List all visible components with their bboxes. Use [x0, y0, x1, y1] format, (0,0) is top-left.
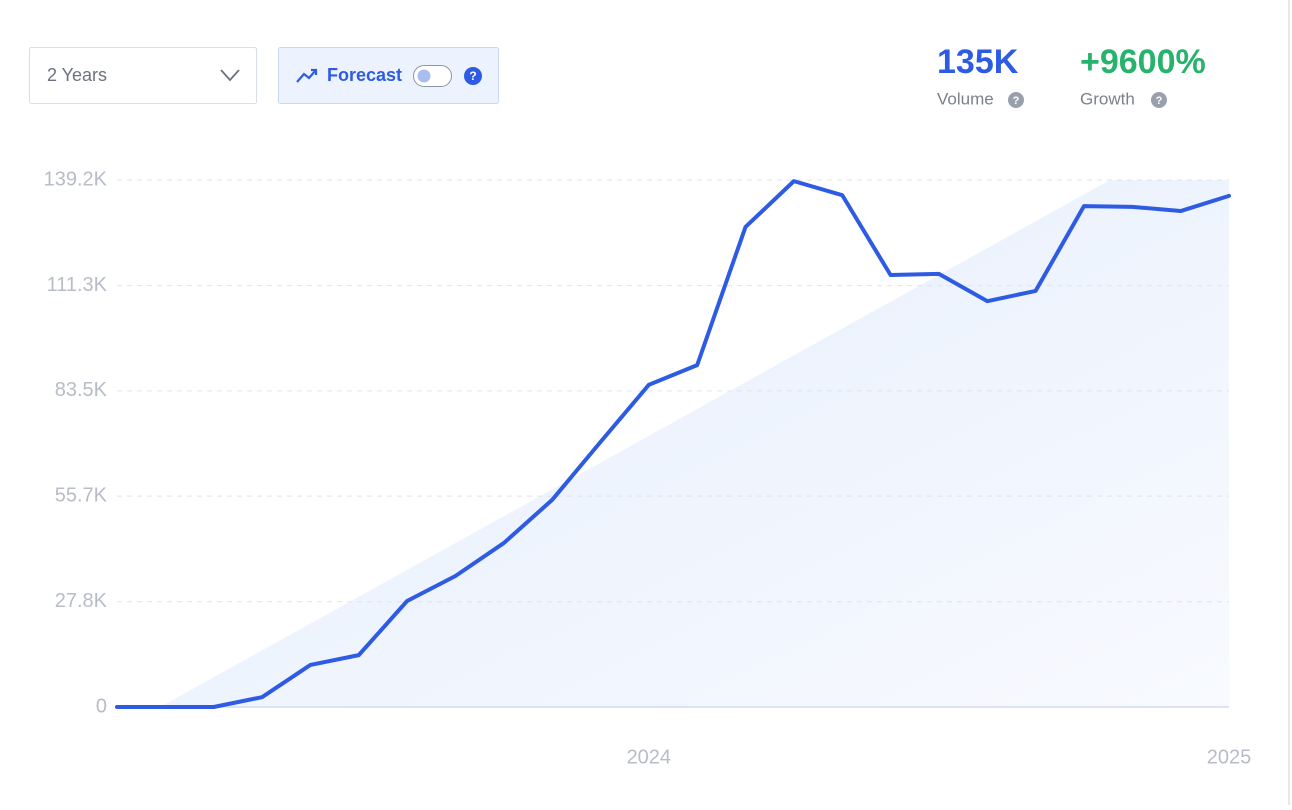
help-icon-text[interactable]: ? [1156, 95, 1163, 107]
plot: 0 27.8K 55.7K 83.5K 111.3K 139.2K 2024 2025 [44, 168, 1252, 768]
switch-knob[interactable] [417, 69, 431, 83]
metric-label: Volume [937, 89, 994, 108]
y-tick-label: 139.2K [44, 168, 108, 190]
help-icon[interactable] [464, 67, 482, 85]
trend-icon-arrow [311, 68, 318, 75]
y-tick-label: 27.8K [55, 590, 108, 612]
trend-icon [296, 69, 317, 83]
y-tick-label: 111.3K [47, 274, 108, 296]
x-tick-label: 2025 [1207, 746, 1252, 768]
help-icon[interactable] [1008, 92, 1024, 108]
forecast-box[interactable] [278, 47, 499, 104]
x-tick-label: 2024 [627, 746, 672, 768]
dropdown-caret [220, 69, 240, 82]
forecast-label[interactable]: Forecast [327, 65, 402, 85]
metric-label: Growth [1080, 89, 1135, 108]
data-line [115, 179, 1231, 709]
metric-value: 135K [937, 43, 1019, 81]
growth-metric: +9600% Growth ? [1080, 43, 1206, 109]
volume-metric: 135K Volume ? [937, 43, 1024, 108]
dropdown-box[interactable] [29, 47, 257, 104]
help-icon[interactable] [1151, 92, 1167, 108]
y-tick-label: 83.5K [55, 379, 108, 401]
y-tick-label: 55.7K [55, 484, 108, 506]
help-icon-text[interactable]: ? [469, 69, 476, 83]
timeframe-dropdown[interactable]: 2 Years [29, 47, 257, 104]
help-icon-text[interactable]: ? [1013, 95, 1020, 107]
forecast-toggle[interactable]: Forecast ? [278, 47, 499, 104]
y-tick-label: 0 [96, 695, 107, 717]
trend-area [160, 180, 1229, 707]
metric-value: +9600% [1080, 43, 1206, 81]
dropdown-label[interactable]: 2 Years [47, 65, 107, 85]
